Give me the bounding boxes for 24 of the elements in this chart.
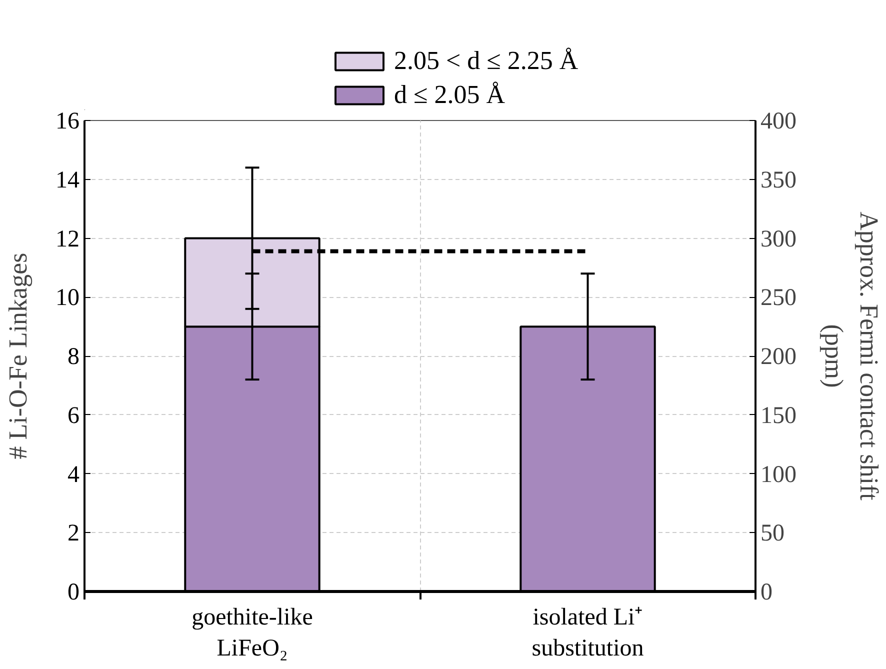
legend-label: d ≤ 2.05 Å: [394, 80, 506, 110]
y2-tick-label: 350: [760, 167, 796, 194]
y-tick-label: 12: [56, 226, 80, 252]
y-tick-label: 6: [68, 402, 80, 429]
y2-axis-title: Approx. Fermi contact shift (ppm): [820, 212, 884, 502]
y-tick-label: 0: [68, 580, 80, 606]
y2-tick-label: 0: [760, 580, 772, 606]
y2-tick-label: 200: [760, 344, 796, 370]
y-tick-label: 10: [56, 285, 80, 312]
y2-tick-label: 50: [760, 520, 784, 547]
y2-tick-label: 250: [760, 285, 796, 312]
y-tick-label: 14: [56, 167, 80, 194]
y-axis-title: # Li-O-Fe Linkages: [4, 252, 32, 460]
y2-tick-label: 100: [760, 462, 796, 488]
x-tick-label: isolated Li⁺ substitution: [532, 604, 644, 662]
legend-label: 2.05 < d ≤ 2.25 Å: [394, 46, 578, 76]
y-tick-label: 8: [68, 344, 80, 370]
y-tick-label: 4: [68, 462, 80, 488]
y-tick-label: 2: [68, 520, 80, 547]
y2-tick-label: 150: [760, 402, 796, 429]
x-tick-label: goethite-like LiFeO₂: [192, 604, 313, 662]
y2-tick-label: 300: [760, 226, 796, 252]
y-tick-label: 16: [56, 108, 80, 134]
y2-tick-label: 400: [760, 108, 796, 134]
